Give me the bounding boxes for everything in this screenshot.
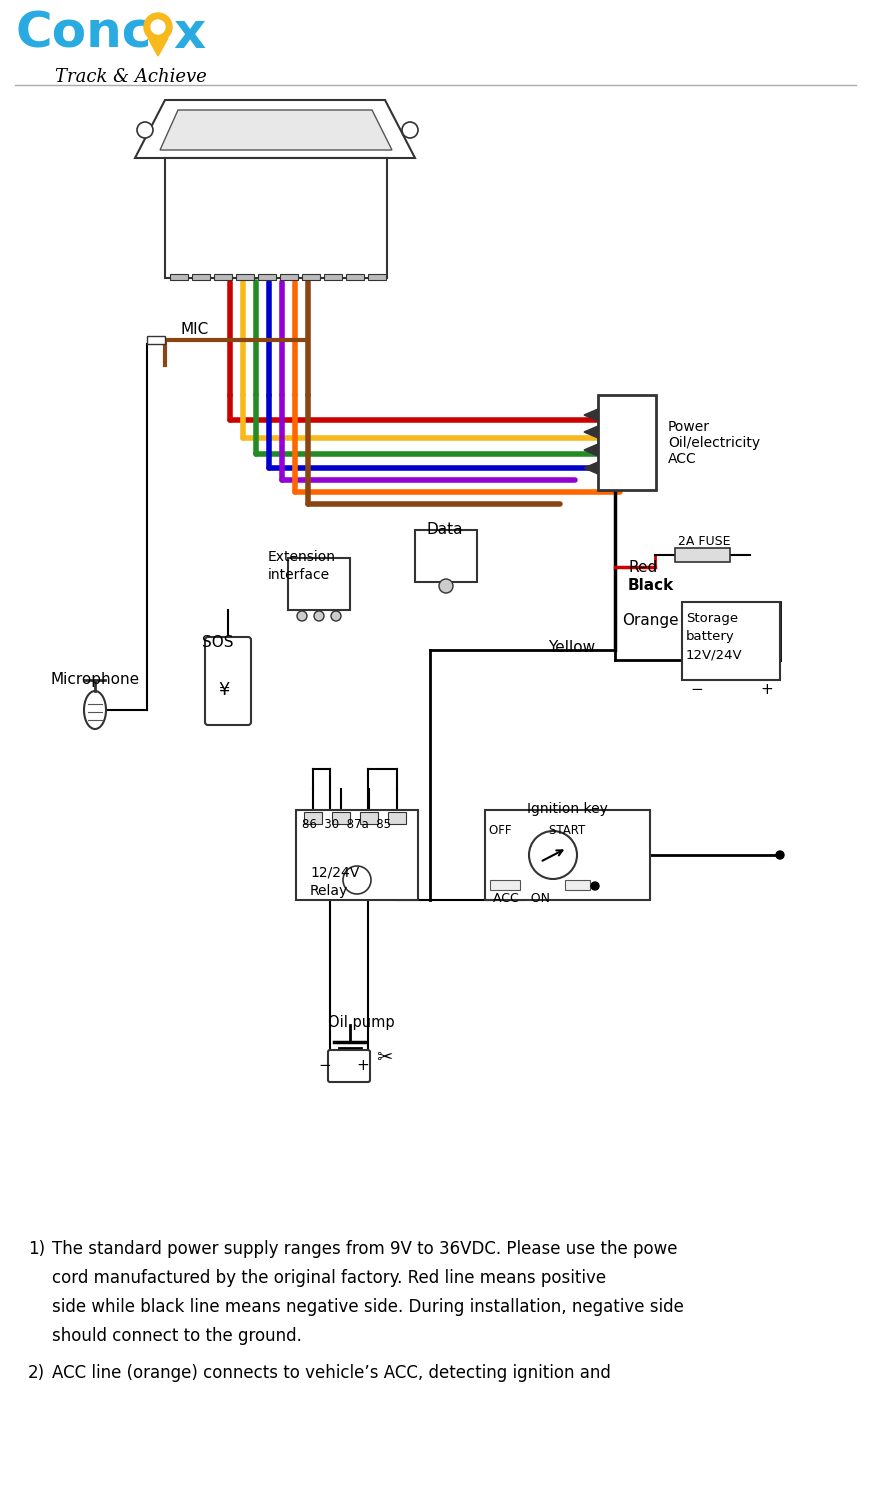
Circle shape bbox=[343, 867, 371, 894]
Text: 2): 2) bbox=[28, 1364, 45, 1382]
Bar bbox=[296, 809, 418, 900]
Circle shape bbox=[314, 610, 324, 621]
Text: cord manufactured by the original factory. Red line means positive: cord manufactured by the original factor… bbox=[52, 1269, 606, 1287]
Bar bbox=[170, 274, 188, 280]
Text: Orange: Orange bbox=[622, 612, 679, 627]
Text: −: − bbox=[690, 683, 703, 698]
Polygon shape bbox=[148, 38, 168, 56]
Text: Yellow: Yellow bbox=[548, 640, 595, 656]
Bar bbox=[236, 274, 254, 280]
Text: ✂: ✂ bbox=[376, 1049, 392, 1067]
Polygon shape bbox=[160, 110, 392, 151]
Bar bbox=[147, 336, 165, 344]
Text: Black: Black bbox=[628, 577, 674, 592]
Circle shape bbox=[439, 579, 453, 592]
Text: ¥: ¥ bbox=[218, 681, 229, 699]
Circle shape bbox=[144, 14, 172, 41]
Circle shape bbox=[297, 610, 307, 621]
Bar bbox=[214, 274, 232, 280]
Text: Storage
battery
12V/24V: Storage battery 12V/24V bbox=[686, 612, 743, 662]
Text: Extension
interface: Extension interface bbox=[268, 550, 336, 582]
Polygon shape bbox=[584, 408, 598, 420]
FancyBboxPatch shape bbox=[328, 1050, 370, 1082]
Text: Oil pump: Oil pump bbox=[328, 1016, 395, 1029]
Text: Red: Red bbox=[628, 559, 658, 574]
Text: Data: Data bbox=[426, 521, 463, 536]
Polygon shape bbox=[584, 463, 598, 475]
Bar bbox=[324, 274, 342, 280]
Bar bbox=[565, 880, 590, 891]
Text: x: x bbox=[173, 11, 206, 57]
Bar bbox=[490, 880, 520, 891]
Bar bbox=[346, 274, 364, 280]
Text: Conc: Conc bbox=[15, 11, 152, 57]
Bar bbox=[258, 274, 276, 280]
Circle shape bbox=[151, 20, 165, 35]
Circle shape bbox=[331, 610, 341, 621]
Text: OFF          START: OFF START bbox=[489, 824, 585, 836]
Text: ACC   ON: ACC ON bbox=[493, 892, 550, 906]
Text: ACC line (orange) connects to vehicle’s ACC, detecting ignition and: ACC line (orange) connects to vehicle’s … bbox=[52, 1364, 611, 1382]
Bar bbox=[302, 274, 320, 280]
Circle shape bbox=[591, 882, 599, 891]
Bar bbox=[388, 812, 406, 824]
Bar bbox=[192, 274, 210, 280]
Text: 1): 1) bbox=[28, 1240, 45, 1258]
Text: 86  30  87a  85: 86 30 87a 85 bbox=[302, 818, 391, 830]
Bar bbox=[598, 395, 656, 490]
Bar bbox=[682, 601, 780, 680]
Text: +: + bbox=[760, 683, 773, 698]
Circle shape bbox=[402, 122, 418, 139]
Ellipse shape bbox=[84, 692, 106, 729]
Polygon shape bbox=[135, 99, 415, 158]
Text: SOS: SOS bbox=[202, 634, 233, 650]
Bar bbox=[280, 274, 298, 280]
Text: Microphone: Microphone bbox=[50, 672, 139, 687]
Circle shape bbox=[529, 830, 577, 879]
Bar bbox=[368, 274, 386, 280]
Bar bbox=[165, 158, 387, 277]
Text: The standard power supply ranges from 9V to 36VDC. Please use the powe: The standard power supply ranges from 9V… bbox=[52, 1240, 678, 1258]
Text: Power
Oil/electricity
ACC: Power Oil/electricity ACC bbox=[668, 420, 760, 466]
Text: −: − bbox=[318, 1058, 331, 1073]
Text: should connect to the ground.: should connect to the ground. bbox=[52, 1328, 302, 1346]
Text: Ignition key: Ignition key bbox=[527, 802, 608, 815]
Bar bbox=[304, 812, 322, 824]
FancyBboxPatch shape bbox=[205, 637, 251, 725]
Text: MIC: MIC bbox=[180, 322, 208, 338]
Circle shape bbox=[776, 851, 784, 859]
Bar bbox=[485, 809, 650, 900]
Circle shape bbox=[137, 122, 153, 139]
Text: 2A FUSE: 2A FUSE bbox=[678, 535, 731, 549]
Polygon shape bbox=[584, 426, 598, 439]
Bar bbox=[360, 812, 378, 824]
Text: side while black line means negative side. During installation, negative side: side while black line means negative sid… bbox=[52, 1298, 684, 1316]
Polygon shape bbox=[584, 445, 598, 457]
Bar bbox=[332, 812, 350, 824]
Bar bbox=[675, 549, 730, 562]
Bar bbox=[288, 558, 350, 610]
Text: 12/24V
Relay: 12/24V Relay bbox=[310, 867, 359, 898]
Text: Track & Achieve: Track & Achieve bbox=[55, 68, 206, 86]
Bar bbox=[415, 530, 477, 582]
Text: +: + bbox=[356, 1058, 368, 1073]
